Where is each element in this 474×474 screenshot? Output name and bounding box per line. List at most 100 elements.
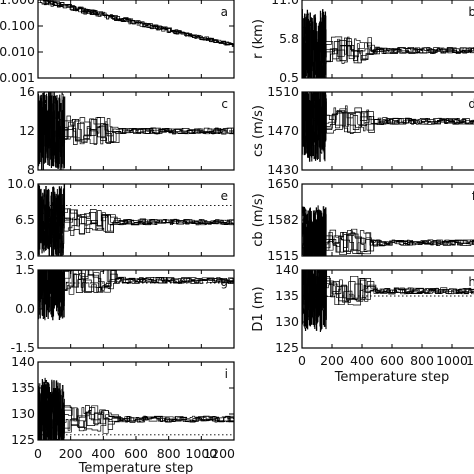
x-tick-label: 0 [298,353,306,368]
panel-letter: g [220,275,228,289]
traces-a [38,0,234,47]
traces-g [38,270,234,321]
y-tick-label: 140 [275,262,299,277]
panel-letter: b [468,5,474,19]
series-trace [38,92,234,170]
series-trace [302,270,474,332]
y-tick-label: 135 [275,288,299,303]
y-tick-label: 16 [19,84,35,99]
series-trace [38,270,234,320]
series-trace [302,12,474,78]
series-trace [302,92,474,160]
series-trace [38,0,234,46]
y-tick-label: 1650 [267,176,299,191]
series-trace [302,270,474,330]
y-tick-label: 5.8 [279,31,299,46]
x-tick-label: 600 [380,353,404,368]
series-trace [302,208,474,256]
y-tick-label: 0.0 [15,301,35,316]
series-trace [38,377,234,440]
series-trace [302,15,474,78]
traces-b [302,8,474,78]
panel-g: 1.5 0.0 -1.5 g [11,262,235,355]
y-tick-label: 1510 [267,84,299,99]
y-tick-label: 135 [11,380,35,395]
y-tick-label: 125 [275,340,299,355]
y-tick-label: 12 [19,123,35,138]
panel-letter: e [221,189,228,203]
x-tick-label: 1 [466,353,474,368]
x-tick-label: 1200 [203,446,235,461]
y-tick-label: 140 [11,354,35,369]
y-tick-label: 1430 [267,162,299,177]
y-axis-label: D1 (m) [251,286,266,331]
x-tick-label: 800 [157,446,181,461]
y-axis-label: cs (m/s) [251,105,266,157]
series-trace [302,92,474,160]
series-trace [38,270,234,319]
series-trace [38,384,234,440]
x-tick-label: 600 [124,446,148,461]
axes-frame [301,91,474,171]
y-tick-label: 1470 [267,123,299,138]
series-trace [302,207,474,256]
series-trace [38,379,234,440]
panel-b: 11.0 5.8 0.5 r (km) b [251,0,474,85]
y-tick-label: 6.5 [15,212,35,227]
y-tick-label: -1.5 [11,340,35,355]
y-tick-label: 0.5 [279,70,299,85]
panel-letter: a [221,5,228,19]
panel-letter: c [221,97,228,111]
x-tick-label: 800 [410,353,434,368]
y-tick-label: 130 [11,406,35,421]
series-trace [38,380,234,440]
series-trace [302,270,474,330]
axes-frame [301,0,474,79]
panel-letter: i [225,367,228,381]
series-trace [38,0,234,46]
series-trace [302,206,474,256]
traces-f [302,205,474,256]
y-axis-label: cb (m/s) [251,193,266,247]
series-trace [302,92,474,162]
x-tick-label: 200 [320,353,344,368]
traces-d [302,92,474,162]
y-tick-label: 0.100 [0,18,35,33]
series-trace [302,8,474,78]
y-tick-label: 130 [275,314,299,329]
y-tick-label: 10.0 [7,176,35,191]
x-tick-label: 400 [91,446,115,461]
x-tick-label: 1000 [185,446,217,461]
y-tick-label: 1.000 [0,0,35,7]
traces-h [302,270,474,332]
panel-a: 1.000 0.100 0.010 0.001 a [0,0,235,85]
series-trace [38,186,234,256]
series-trace [38,270,234,319]
series-trace [38,270,234,318]
series-trace [302,92,474,162]
y-tick-label: 0.001 [0,70,35,85]
series-trace [38,381,234,440]
traces-c [38,92,234,170]
series-trace [302,9,474,78]
panel-letter: h [468,275,474,289]
series-trace [302,207,474,256]
series-trace [302,207,474,256]
series-trace [302,11,474,78]
x-axis-label: Temperature step [334,370,450,385]
y-tick-label: 8 [27,162,35,177]
series-trace [302,205,474,256]
panel-letter: d [468,97,474,111]
panel-letter: f [472,189,474,203]
series-trace [38,186,234,256]
traces-e [38,184,234,256]
x-tick-label: 400 [350,353,374,368]
series-trace [38,270,234,319]
x-tick-label: 0 [34,446,42,461]
series-trace [38,270,234,317]
